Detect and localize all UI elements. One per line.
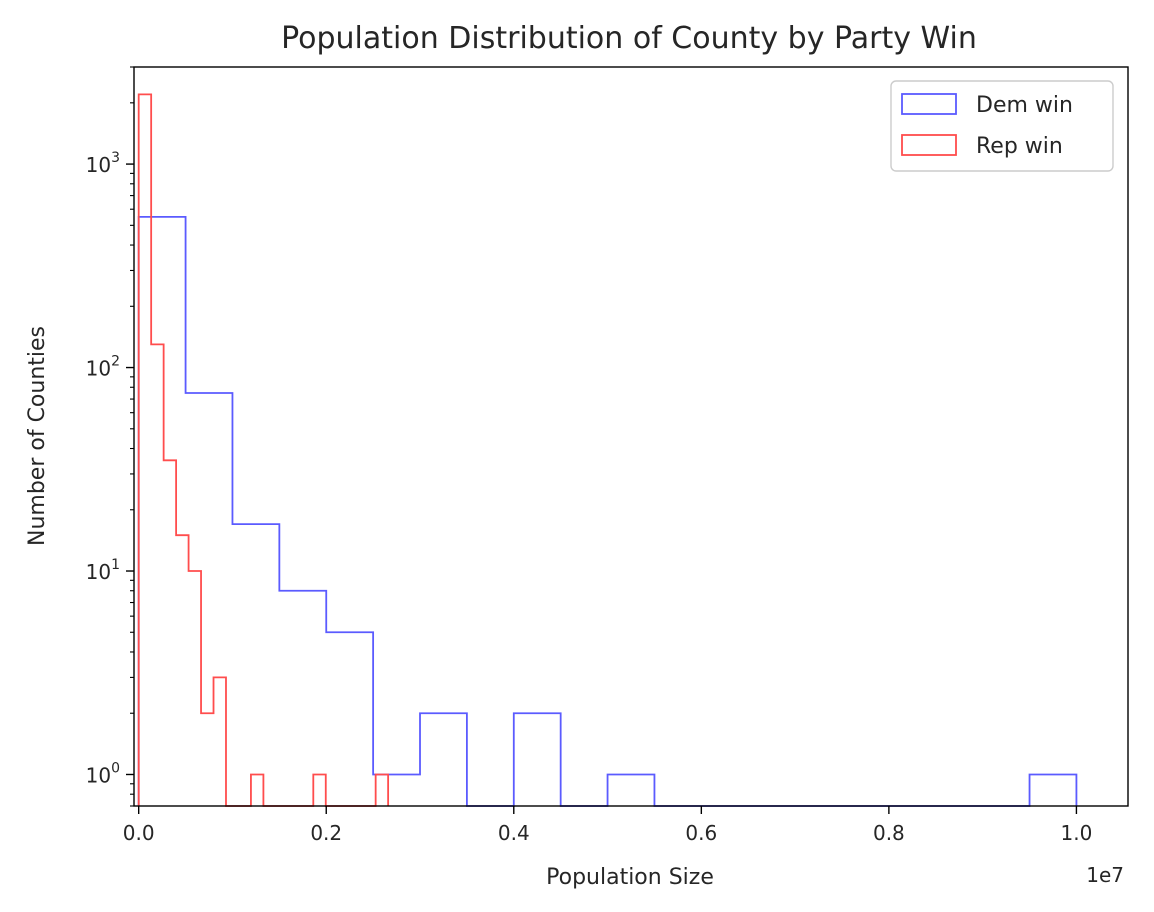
series-0-step-outline — [137, 216, 1078, 807]
legend-frame — [890, 80, 1114, 172]
legend-label-0: Dem win — [976, 93, 1073, 118]
y-axis-label: Number of Counties — [25, 326, 50, 546]
x-axis-offset-label: 1e7 — [1086, 863, 1124, 887]
x-tick-label: 0.4 — [498, 821, 530, 845]
legend-swatch-0 — [901, 93, 957, 115]
legend-label-1: Rep win — [976, 134, 1063, 159]
x-tick-label: 0.0 — [123, 821, 155, 845]
legend: Dem win Rep win — [890, 80, 1114, 172]
x-tick-label: 0.8 — [873, 821, 905, 845]
series-layer — [137, 93, 1078, 807]
y-axis: 100 101 102 103 — [86, 66, 134, 807]
plot-frame — [133, 66, 1129, 807]
y-tick-label: 100 — [86, 760, 120, 787]
x-axis-label: Population Size — [546, 865, 714, 890]
x-axis: 0.0 0.2 0.4 0.6 0.8 1.0 — [123, 806, 1093, 845]
x-tick-label: 0.2 — [310, 821, 342, 845]
x-tick-label: 0.6 — [685, 821, 717, 845]
y-tick-label: 103 — [86, 150, 120, 177]
x-tick-label: 1.0 — [1061, 821, 1093, 845]
y-tick-label: 102 — [86, 354, 120, 381]
chart-title: Population Distribution of County by Par… — [281, 21, 977, 56]
series-1-step-outline — [137, 93, 390, 807]
y-tick-label: 101 — [86, 557, 120, 584]
legend-swatch-1 — [901, 134, 957, 156]
